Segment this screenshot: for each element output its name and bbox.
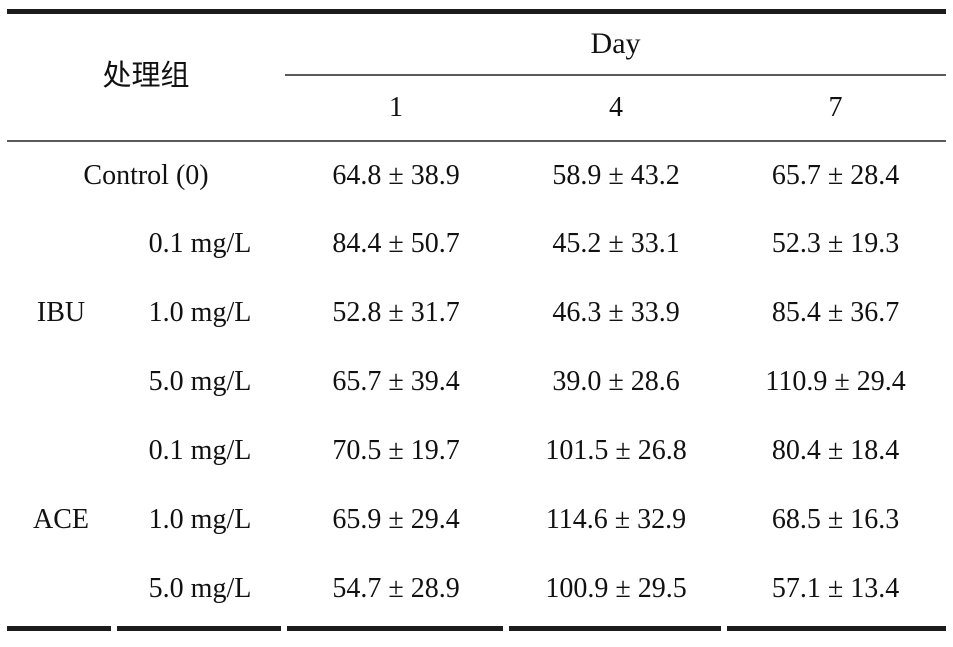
bottom-rule-segment	[287, 626, 503, 631]
group-label-ibu: IBU	[36, 297, 86, 329]
table-row-ace-5.0: 5.0 mg/L 54.7 ± 28.9 100.9 ± 29.5 57.1 ±…	[7, 555, 946, 624]
row-label-concentration: 0.1 mg/L	[148, 228, 252, 260]
value-cell: 101.5 ± 26.8	[545, 435, 687, 467]
treatment-group-header: 处理组	[7, 14, 286, 142]
group-label-ace: ACE	[33, 504, 89, 536]
bottom-rule-segment	[509, 626, 721, 631]
header-row-day-numbers: 1 4 7	[7, 75, 947, 142]
table-row-control: Control (0) 64.8 ± 38.9 58.9 ± 43.2 65.7…	[7, 141, 946, 210]
value-cell: 54.7 ± 28.9	[332, 573, 460, 605]
table-row-ibu-0.1: IBU 0.1 mg/L 84.4 ± 50.7 45.2 ± 33.1 52.…	[7, 210, 946, 328]
day-header: Day	[285, 14, 947, 76]
row-label-control: Control (0)	[83, 159, 209, 191]
value-cell: 46.3 ± 33.9	[552, 297, 680, 329]
bottom-rule-segment	[7, 626, 111, 631]
day-4-column-header: 4	[507, 75, 726, 142]
value-cell: 114.6 ± 32.9	[545, 504, 687, 536]
value-cell: 64.8 ± 38.9	[332, 159, 460, 191]
table-top-rule	[7, 9, 946, 14]
value-cell: 68.5 ± 16.3	[771, 504, 900, 536]
treatment-day-table: 处理组 Day 1 4 7 Control (0) 64.8 ± 38.9 58…	[7, 14, 947, 624]
row-label-concentration: 1.0 mg/L	[148, 504, 252, 536]
value-cell: 45.2 ± 33.1	[552, 228, 680, 260]
row-label-concentration: 0.1 mg/L	[148, 435, 252, 467]
table-bottom-rule	[7, 626, 946, 631]
value-cell: 52.3 ± 19.3	[771, 228, 900, 260]
value-cell: 100.9 ± 29.5	[545, 573, 687, 605]
value-cell: 84.4 ± 50.7	[332, 228, 460, 260]
value-cell: 57.1 ± 13.4	[771, 573, 900, 605]
row-label-concentration: 5.0 mg/L	[148, 573, 252, 605]
day-7-column-header: 7	[725, 75, 947, 142]
table-row-ibu-1.0: 1.0 mg/L 52.8 ± 31.7 46.3 ± 33.9 85.4 ± …	[7, 279, 946, 348]
value-cell: 52.8 ± 31.7	[332, 297, 460, 329]
table-row-ace-1.0: 1.0 mg/L 65.9 ± 29.4 114.6 ± 32.9 68.5 ±…	[7, 486, 946, 555]
table-row-ace-0.1: ACE 0.1 mg/L 70.5 ± 19.7 101.5 ± 26.8 80…	[7, 417, 946, 535]
value-cell: 70.5 ± 19.7	[332, 435, 460, 467]
bottom-rule-segment	[727, 626, 946, 631]
value-cell: 65.7 ± 39.4	[332, 366, 460, 398]
bottom-rule-segment	[117, 626, 281, 631]
table-row-ibu-5.0: 5.0 mg/L 65.7 ± 39.4 39.0 ± 28.6 110.9 ±…	[7, 348, 946, 417]
value-cell: 110.9 ± 29.4	[765, 366, 906, 398]
header-row-day: 处理组 Day	[7, 14, 947, 142]
value-cell: 85.4 ± 36.7	[771, 297, 900, 329]
value-cell: 39.0 ± 28.6	[552, 366, 680, 398]
value-cell: 80.4 ± 18.4	[771, 435, 900, 467]
day-1-column-header: 1	[285, 75, 508, 142]
row-label-concentration: 1.0 mg/L	[148, 297, 252, 329]
value-cell: 58.9 ± 43.2	[552, 159, 680, 191]
row-label-concentration: 5.0 mg/L	[148, 366, 252, 398]
value-cell: 65.7 ± 28.4	[771, 159, 900, 191]
value-cell: 65.9 ± 29.4	[332, 504, 460, 536]
